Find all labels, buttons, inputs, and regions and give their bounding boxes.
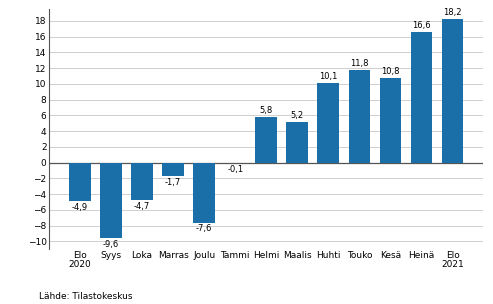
Bar [255, 117, 277, 163]
Text: 18,2: 18,2 [443, 9, 462, 17]
Bar [69, 163, 91, 201]
Text: -4,7: -4,7 [134, 202, 150, 211]
Text: 16,6: 16,6 [412, 21, 431, 30]
Bar [380, 78, 401, 163]
Bar [193, 163, 215, 223]
Text: 5,2: 5,2 [291, 111, 304, 120]
Bar [286, 122, 308, 163]
Bar [411, 32, 432, 163]
Text: -9,6: -9,6 [103, 240, 119, 249]
Text: 10,1: 10,1 [319, 72, 338, 81]
Text: 10,8: 10,8 [381, 67, 400, 76]
Text: -1,7: -1,7 [165, 178, 181, 187]
Bar [349, 70, 370, 163]
Text: Lähde: Tilastokeskus: Lähde: Tilastokeskus [39, 292, 133, 301]
Bar [162, 163, 184, 176]
Bar [224, 163, 246, 164]
Bar [442, 19, 463, 163]
Text: -7,6: -7,6 [196, 224, 212, 233]
Bar [317, 83, 339, 163]
Bar [131, 163, 153, 200]
Text: -0,1: -0,1 [227, 165, 243, 174]
Text: 11,8: 11,8 [350, 59, 369, 68]
Text: -4,9: -4,9 [72, 203, 88, 212]
Text: 5,8: 5,8 [260, 106, 273, 115]
Bar [100, 163, 122, 238]
